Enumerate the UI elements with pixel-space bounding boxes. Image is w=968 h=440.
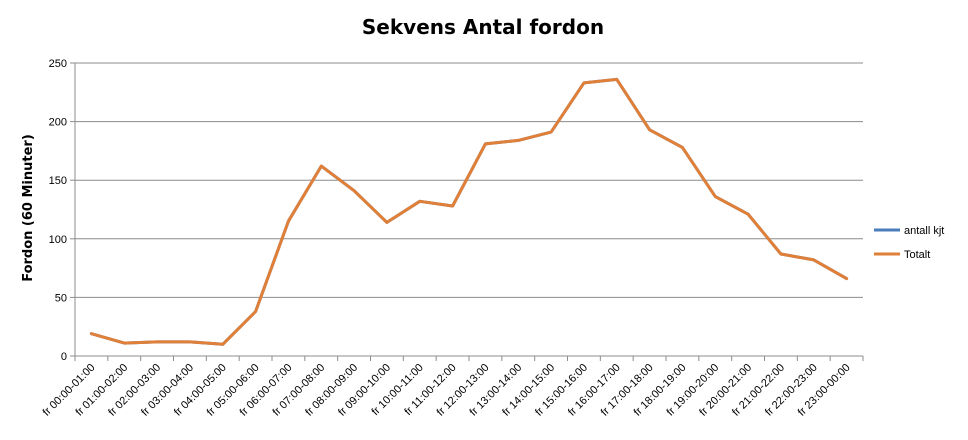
y-tick-label: 50 bbox=[55, 292, 67, 304]
series-line-2 bbox=[89, 77, 849, 346]
legend-label: antall kjt bbox=[904, 225, 944, 237]
y-tick-label: 100 bbox=[49, 234, 67, 246]
axes bbox=[70, 62, 864, 361]
series-line-1 bbox=[89, 77, 849, 346]
legend: antall kjt Totalt bbox=[874, 225, 944, 261]
y-tick-label: 200 bbox=[49, 117, 67, 129]
y-axis-label: Fordon (60 Minuter) bbox=[21, 134, 36, 282]
series-lines bbox=[89, 77, 849, 346]
y-tick-label: 0 bbox=[61, 351, 67, 363]
legend-label: Totalt bbox=[904, 249, 930, 261]
y-tick-label: 150 bbox=[49, 175, 67, 187]
gridlines bbox=[75, 62, 863, 298]
y-tick-labels: 0 50 100 150 200 250 bbox=[49, 58, 67, 363]
chart-title: Sekvens Antal fordon bbox=[362, 15, 604, 39]
y-tick-label: 250 bbox=[49, 58, 67, 70]
